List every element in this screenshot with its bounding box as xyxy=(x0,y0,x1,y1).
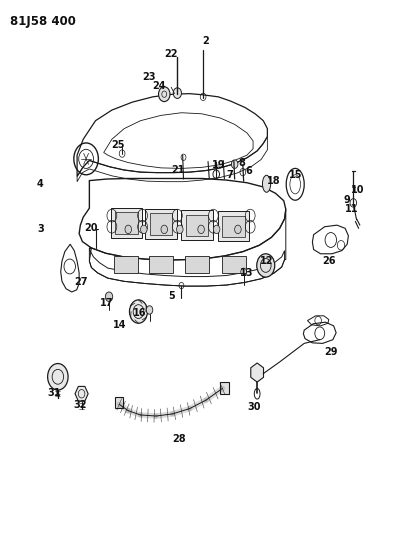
Text: 13: 13 xyxy=(240,268,254,278)
Circle shape xyxy=(198,225,204,233)
Text: 5: 5 xyxy=(168,290,175,301)
Text: 29: 29 xyxy=(324,348,337,358)
Bar xyxy=(220,382,229,394)
Text: 11: 11 xyxy=(344,204,358,214)
Text: 4: 4 xyxy=(37,179,44,189)
Bar xyxy=(145,209,176,239)
Circle shape xyxy=(105,292,113,302)
Circle shape xyxy=(257,254,275,277)
Text: 15: 15 xyxy=(289,171,303,180)
Circle shape xyxy=(129,300,147,323)
Text: 23: 23 xyxy=(142,71,155,82)
Text: 27: 27 xyxy=(75,277,88,287)
Circle shape xyxy=(125,225,131,233)
Text: 9: 9 xyxy=(344,195,351,205)
Text: 32: 32 xyxy=(73,400,87,410)
Circle shape xyxy=(173,88,181,99)
Text: 2: 2 xyxy=(203,36,209,46)
Text: 28: 28 xyxy=(173,434,186,444)
Text: 14: 14 xyxy=(113,320,127,330)
Text: 10: 10 xyxy=(351,184,364,195)
Bar xyxy=(185,215,208,236)
Ellipse shape xyxy=(262,175,271,192)
Circle shape xyxy=(140,225,147,233)
Bar xyxy=(185,256,209,273)
Text: 24: 24 xyxy=(152,81,166,91)
Polygon shape xyxy=(251,363,264,382)
Bar xyxy=(115,397,123,408)
Circle shape xyxy=(213,225,220,233)
Text: 22: 22 xyxy=(164,50,178,59)
Text: 18: 18 xyxy=(267,175,281,185)
Text: 7: 7 xyxy=(226,171,233,180)
Bar xyxy=(222,216,245,237)
Text: 81J58 400: 81J58 400 xyxy=(9,14,75,28)
Text: 31: 31 xyxy=(47,387,61,398)
Text: 20: 20 xyxy=(84,223,97,233)
Bar xyxy=(114,256,138,273)
Text: 6: 6 xyxy=(246,166,252,176)
Circle shape xyxy=(176,225,183,233)
Bar xyxy=(115,213,138,233)
Text: 26: 26 xyxy=(322,256,335,266)
Circle shape xyxy=(161,225,168,233)
Circle shape xyxy=(48,364,68,390)
Circle shape xyxy=(235,225,241,233)
Text: 8: 8 xyxy=(239,158,246,168)
Text: 16: 16 xyxy=(133,308,146,318)
Text: 19: 19 xyxy=(211,160,225,169)
Bar xyxy=(149,256,173,273)
Text: 21: 21 xyxy=(171,165,185,175)
Circle shape xyxy=(146,306,153,314)
Text: 3: 3 xyxy=(37,224,44,235)
Bar xyxy=(181,211,213,240)
Circle shape xyxy=(159,87,170,102)
Text: 12: 12 xyxy=(260,256,273,266)
Text: 17: 17 xyxy=(100,297,114,308)
Bar xyxy=(222,256,246,273)
Bar xyxy=(111,208,142,238)
Circle shape xyxy=(232,160,238,168)
Text: 25: 25 xyxy=(111,140,125,150)
Bar xyxy=(218,212,249,241)
Polygon shape xyxy=(75,386,88,401)
Text: 30: 30 xyxy=(248,402,261,412)
Bar xyxy=(150,214,173,235)
